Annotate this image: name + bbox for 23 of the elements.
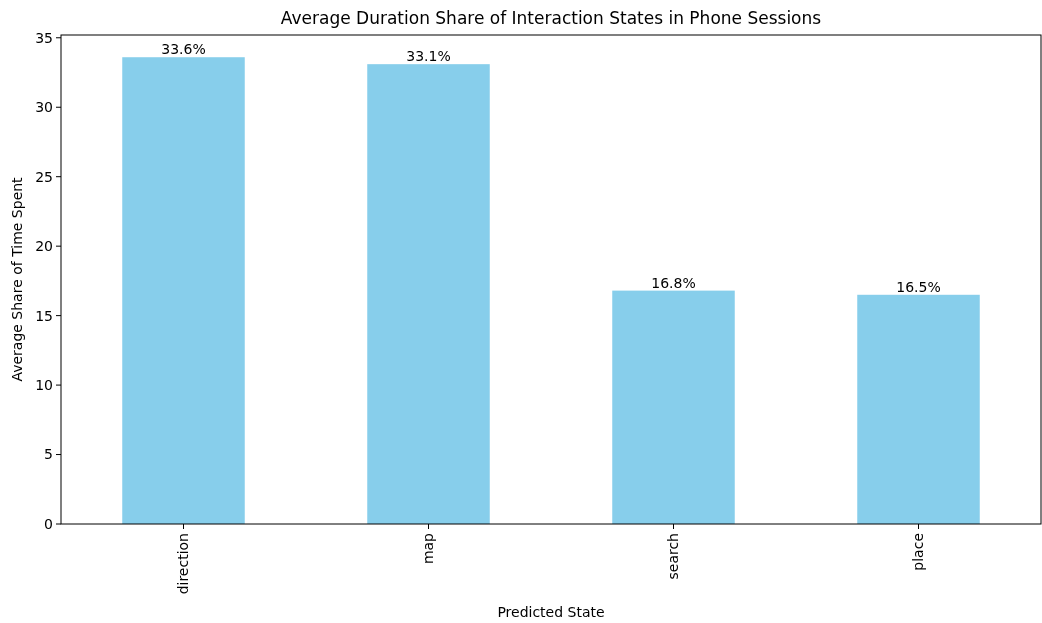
y-tick-label: 10 (35, 376, 53, 393)
bar (612, 290, 735, 524)
y-tick-label: 20 (35, 238, 53, 255)
y-tick-label: 5 (44, 446, 53, 463)
y-tick-label: 35 (35, 29, 53, 46)
bar (122, 57, 245, 524)
data-label: 16.8% (651, 274, 696, 291)
bar (367, 64, 490, 524)
data-label: 33.6% (161, 41, 206, 58)
y-tick-label: 0 (44, 515, 53, 532)
y-axis-title: Average Share of Time Spent (9, 176, 25, 382)
y-tick-label: 30 (35, 99, 53, 116)
y-tick-label: 25 (35, 168, 53, 185)
chart-title: Average Duration Share of Interaction States in Phone Sessions (280, 8, 822, 28)
x-tick-label: map (420, 532, 437, 565)
x-axis-title: Predicted State (497, 604, 605, 620)
x-tick-label: search (665, 533, 682, 580)
data-label: 16.5% (896, 278, 941, 295)
x-tick-label: place (910, 533, 927, 571)
bar (857, 294, 980, 524)
y-tick-label: 15 (35, 307, 53, 324)
x-tick-label: direction (175, 533, 192, 595)
data-label: 33.1% (406, 48, 451, 65)
